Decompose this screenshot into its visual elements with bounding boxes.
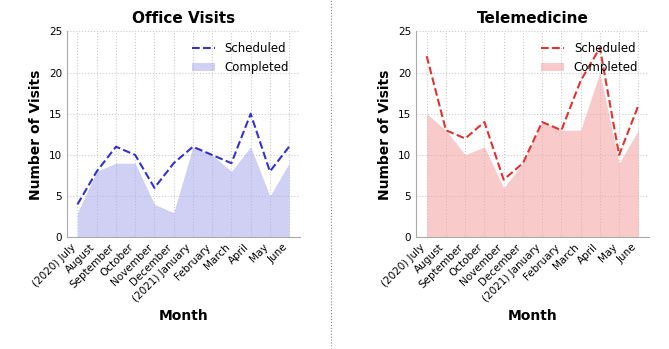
- Legend: Scheduled, Completed: Scheduled, Completed: [187, 37, 294, 79]
- Title: Office Visits: Office Visits: [132, 11, 235, 26]
- X-axis label: Month: Month: [508, 309, 557, 323]
- Y-axis label: Number of Visits: Number of Visits: [379, 69, 393, 200]
- X-axis label: Month: Month: [159, 309, 208, 323]
- Y-axis label: Number of Visits: Number of Visits: [29, 69, 43, 200]
- Legend: Scheduled, Completed: Scheduled, Completed: [536, 37, 643, 79]
- Title: Telemedicine: Telemedicine: [476, 11, 589, 26]
